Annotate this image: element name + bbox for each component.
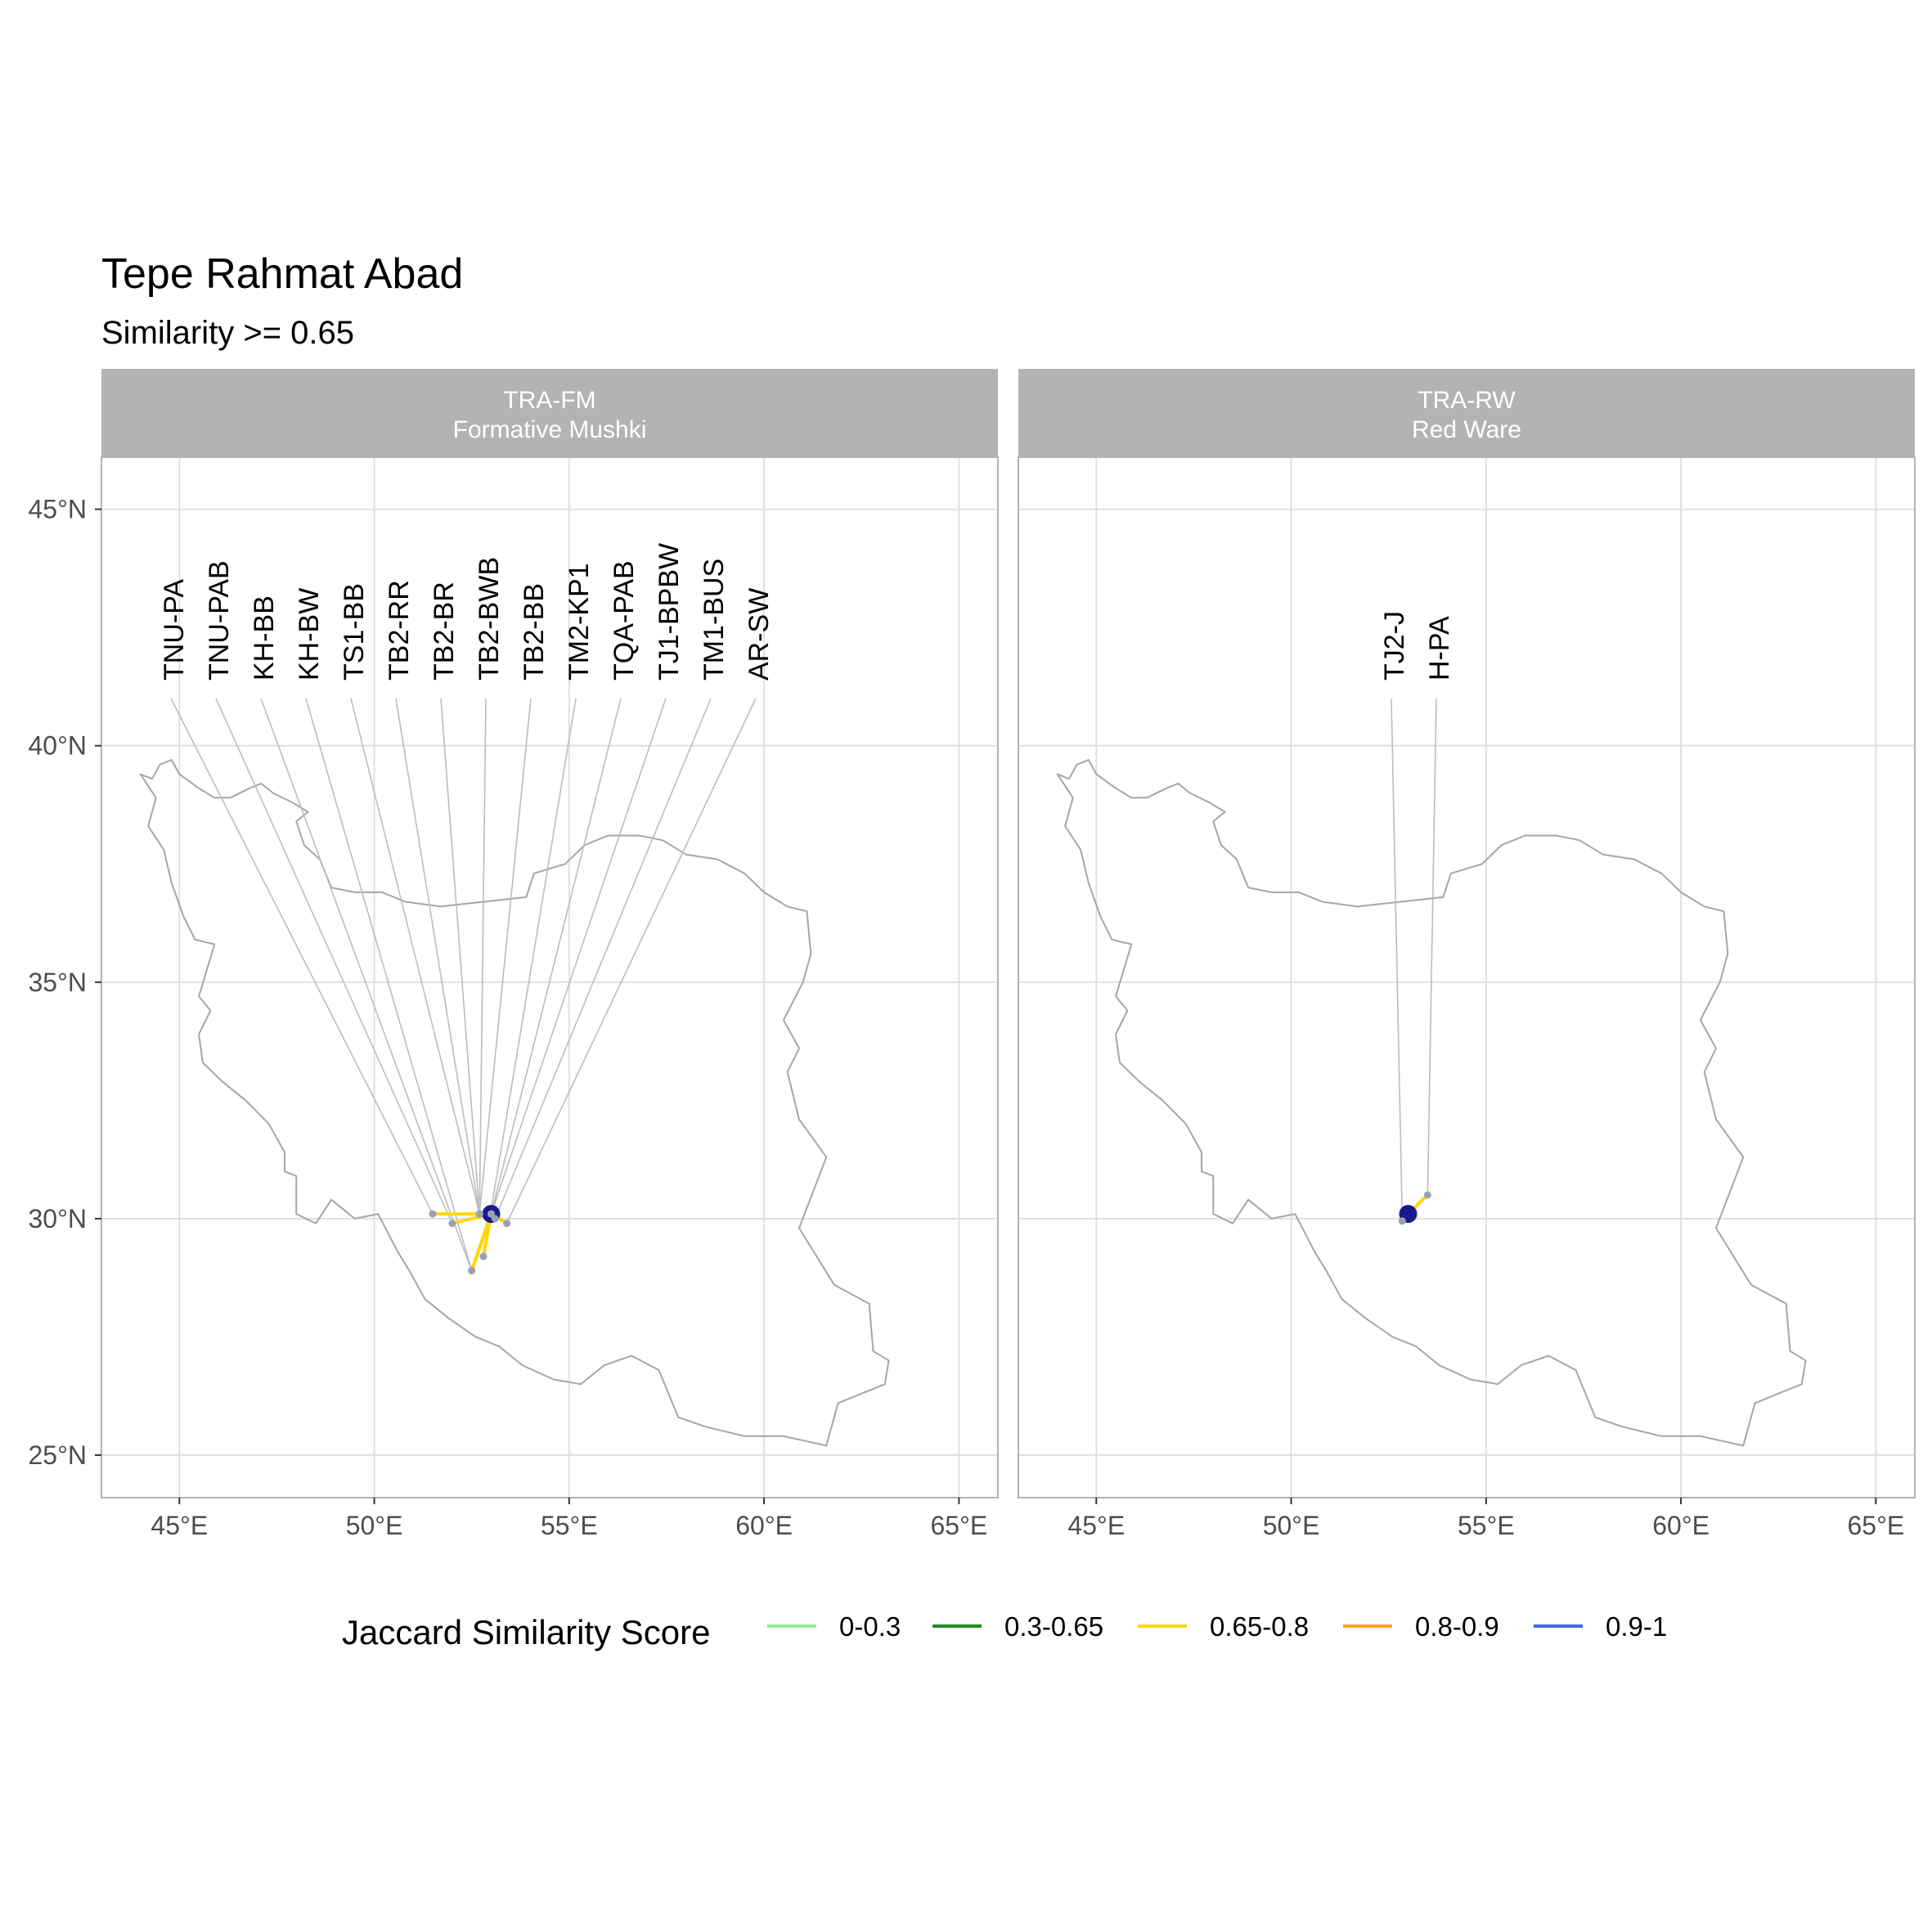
legend-title: Jaccard Similarity Score	[342, 1613, 710, 1651]
legend-label: 0.9-1	[1606, 1611, 1667, 1642]
legend-label: 0.65-0.8	[1210, 1611, 1309, 1642]
site-labels: TJ2-J H-PA	[1379, 611, 1455, 681]
iran-outline	[139, 759, 890, 1447]
site-label: TB2-RR	[384, 580, 415, 681]
strip-name: Formative Mushki	[453, 416, 647, 443]
site-point	[475, 1210, 483, 1218]
strip-code: TRA-FM	[503, 387, 595, 414]
panel-strip	[1018, 369, 1915, 457]
site-label: TB2-BWB	[474, 557, 505, 681]
y-tick-label: 40°N	[29, 731, 88, 761]
leader-line	[490, 698, 667, 1215]
panel-tra-fm: TRA-FM Formative Mushki TNU-PA TNU-PAB KH-…	[101, 369, 999, 1540]
site-point	[491, 1215, 499, 1223]
leader-line	[395, 698, 481, 1215]
site-point	[503, 1220, 511, 1228]
site-label: AR-SW	[744, 588, 775, 681]
leader-line	[505, 698, 757, 1224]
legend-label: 0.8-0.9	[1415, 1611, 1499, 1642]
country-border	[1056, 759, 1807, 1447]
leader-line	[170, 698, 434, 1215]
legend-label: 0.3-0.65	[1004, 1611, 1103, 1642]
x-tick-label: 55°E	[541, 1511, 598, 1540]
panel-border	[101, 456, 999, 1498]
country-border	[139, 759, 890, 1447]
site-label: TB2-BR	[429, 582, 460, 681]
x-tick-label: 45°E	[151, 1511, 208, 1540]
site-point	[1423, 1191, 1431, 1199]
site-label: TNU-PAB	[204, 560, 235, 681]
x-tick-label: 65°E	[930, 1511, 987, 1540]
site-label: TM1-BUS	[699, 559, 730, 681]
site-points	[429, 1205, 511, 1274]
panel-background	[1018, 457, 1915, 1498]
x-tick-label: 60°E	[735, 1511, 793, 1540]
leader-line	[215, 698, 453, 1224]
panel-strip	[101, 369, 998, 457]
gridlines	[1018, 457, 1915, 1498]
site-label: TS1-BB	[339, 583, 370, 681]
site-point	[429, 1210, 437, 1218]
leader-line	[483, 698, 577, 1257]
label-leader-lines	[170, 698, 757, 1271]
strip-code: TRA-RW	[1418, 387, 1516, 414]
legend-label: 0-0.3	[839, 1611, 901, 1642]
leader-line	[494, 698, 712, 1220]
site-label: TNU-PA	[159, 579, 190, 681]
x-tick-label: 55°E	[1458, 1511, 1515, 1540]
y-tick-label: 25°N	[29, 1440, 88, 1470]
y-tick-label: 35°N	[29, 968, 88, 997]
leader-line	[479, 698, 487, 1215]
leader-line	[490, 698, 622, 1215]
label-leader-lines	[1391, 698, 1437, 1221]
site-point	[479, 1252, 487, 1260]
iran-outline	[1056, 759, 1807, 1447]
legend: Jaccard Similarity Score 0-0.3 0.3-0.65 0.…	[342, 1611, 1667, 1651]
leader-line	[260, 698, 473, 1271]
x-axis-ticks: 45°E 50°E 55°E 60°E 65°E	[151, 1498, 987, 1540]
x-tick-label: 65°E	[1847, 1511, 1904, 1540]
strip-name: Red Ware	[1412, 416, 1521, 443]
x-tick-label: 45°E	[1067, 1511, 1125, 1540]
site-label: TM2-KP1	[564, 563, 595, 681]
y-axis-ticks: 45°N 40°N 35°N 30°N 25°N	[29, 495, 101, 1470]
panel-tra-rw: TRA-RW Red Ware TJ2-J H-PA 45°E 50°E 55°E 60…	[1018, 369, 1916, 1540]
site-label: TB2-BB	[519, 583, 550, 681]
site-label: TJ1-BPBW	[654, 543, 685, 681]
site-label: KH-BW	[294, 588, 325, 681]
chart-subtitle: Similarity >= 0.65	[101, 315, 354, 351]
x-tick-label: 50°E	[1263, 1511, 1320, 1540]
legend-items: 0-0.3 0.3-0.65 0.65-0.8 0.8-0.9 0.9-1	[767, 1611, 1667, 1642]
site-point	[468, 1266, 476, 1274]
leader-line	[305, 698, 473, 1271]
x-tick-label: 50°E	[346, 1511, 403, 1540]
site-label: TQA-PAB	[609, 560, 640, 681]
leader-line	[479, 698, 532, 1215]
gridlines	[101, 457, 998, 1498]
site-label: TJ2-J	[1379, 611, 1410, 681]
leader-line	[1427, 698, 1437, 1195]
x-tick-label: 60°E	[1652, 1511, 1710, 1540]
y-tick-label: 45°N	[29, 495, 88, 524]
site-points	[1398, 1191, 1431, 1225]
chart-title: Tepe Rahmat Abad	[101, 250, 463, 298]
site-point	[448, 1220, 456, 1228]
leader-line	[350, 698, 481, 1215]
y-tick-label: 30°N	[29, 1204, 88, 1233]
panel-border	[1018, 456, 1916, 1498]
leader-line	[1391, 698, 1404, 1221]
panel-background	[101, 457, 998, 1498]
x-axis-ticks: 45°E 50°E 55°E 60°E 65°E	[1067, 1498, 1904, 1540]
site-point	[1398, 1217, 1406, 1225]
site-label: KH-BB	[249, 595, 280, 681]
leader-line	[440, 698, 481, 1215]
site-labels: TNU-PA TNU-PAB KH-BB KH-BW TS1-BB TB2-RR TB2-B…	[159, 543, 775, 681]
site-label: H-PA	[1424, 616, 1455, 681]
